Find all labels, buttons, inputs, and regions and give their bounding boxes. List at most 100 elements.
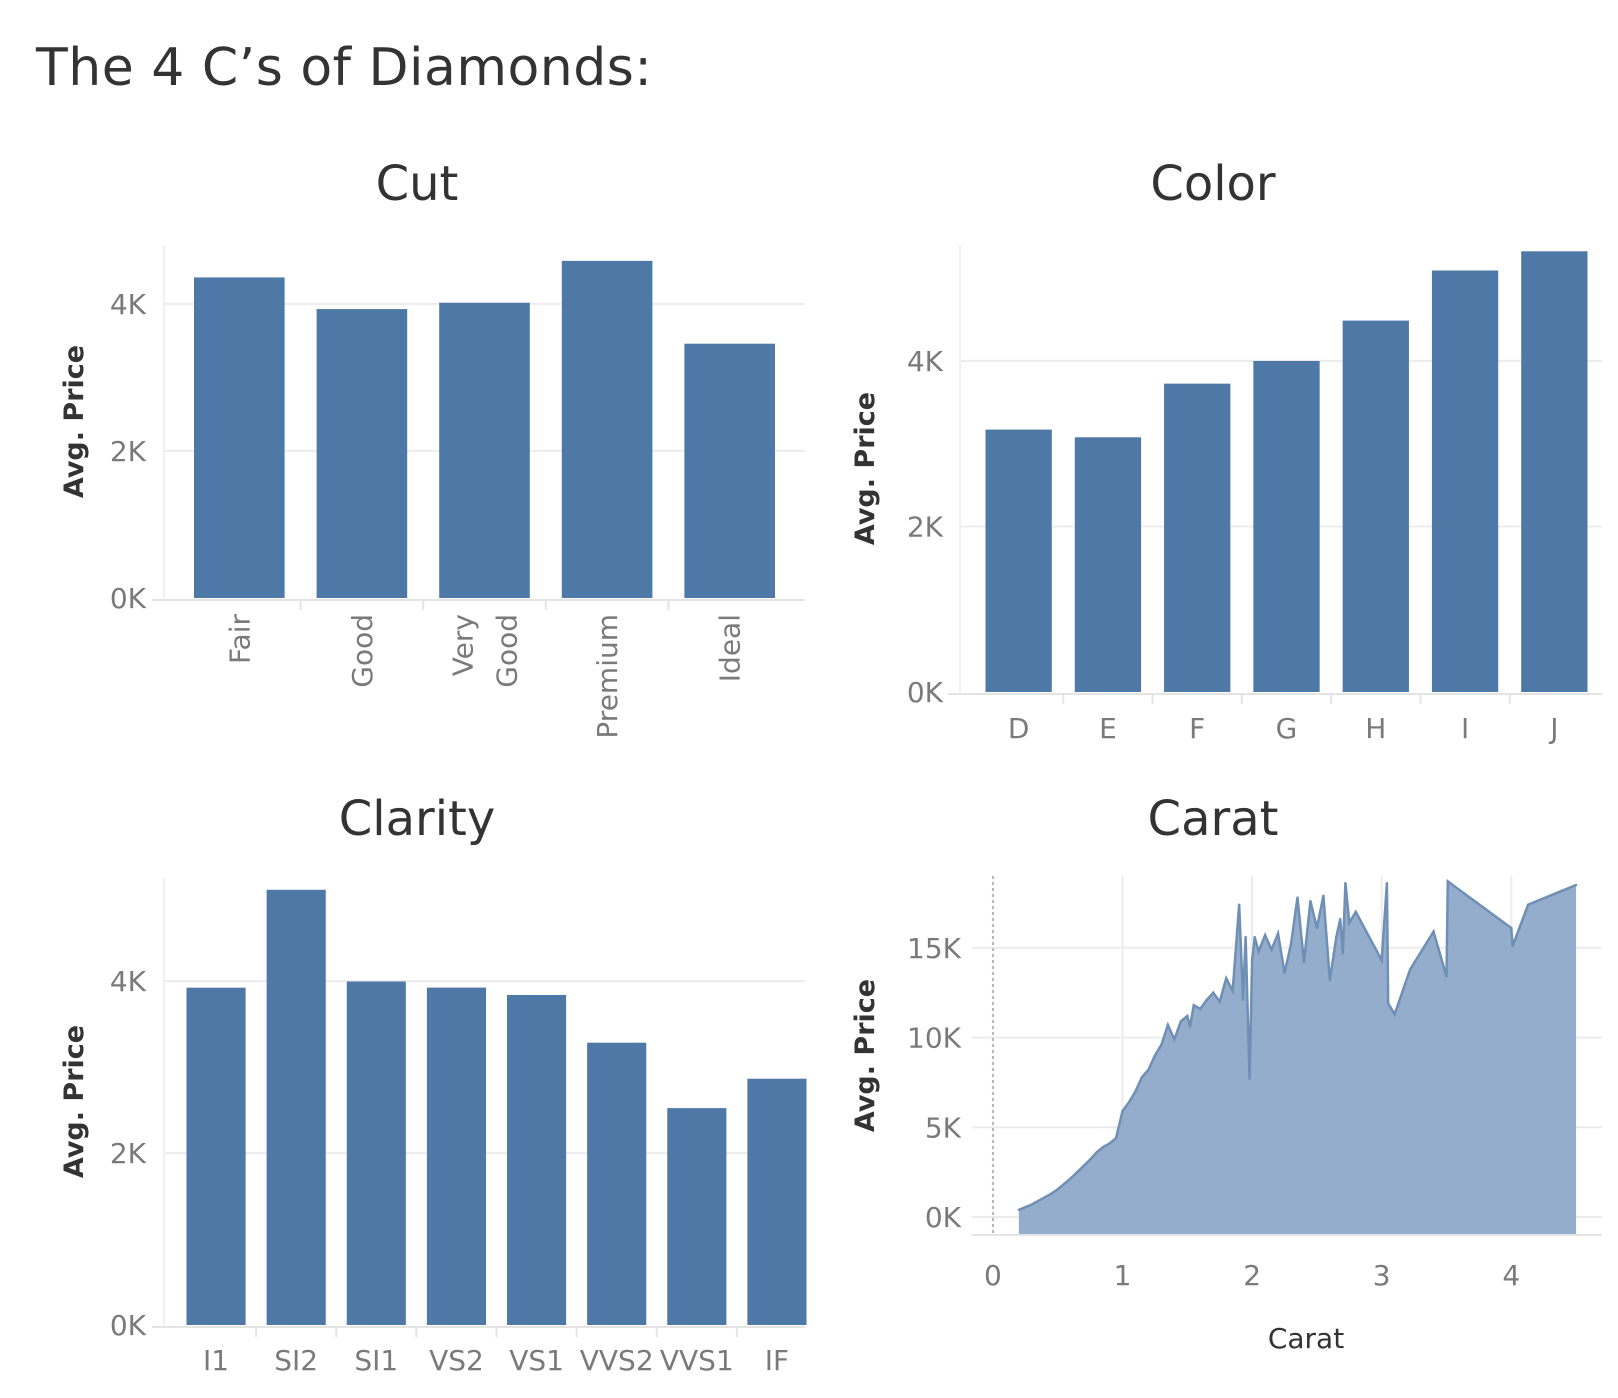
carat-point: [1186, 1014, 1189, 1018]
carat-point: [1348, 921, 1351, 924]
carat-point: [1341, 951, 1345, 955]
color-bar: [1164, 383, 1231, 692]
carat-point: [1385, 881, 1389, 885]
color-y-tick-label: 2K: [907, 510, 944, 543]
carat-y-tick-label: 10K: [907, 1022, 962, 1055]
carat-point: [1511, 944, 1514, 948]
clarity-x-tick-label: VS1: [509, 1344, 564, 1377]
carat-point: [1526, 903, 1530, 906]
carat-y-axis-label: Avg. Price: [850, 979, 881, 1132]
carat-point: [1344, 881, 1347, 885]
cut-bar: [194, 277, 285, 598]
carat-point: [1237, 903, 1241, 906]
carat-point: [1095, 1151, 1098, 1154]
carat-x-tick-label: 0: [984, 1259, 1002, 1292]
carat-point: [1510, 926, 1513, 930]
carat-point: [1446, 880, 1449, 883]
carat-point: [1386, 1002, 1390, 1005]
carat-point: [1302, 960, 1306, 964]
clarity-bar: [266, 889, 326, 1325]
color-x-tick-label: G: [1276, 712, 1298, 745]
carat-x-tick-label: 1: [1114, 1259, 1132, 1292]
carat-point: [1315, 926, 1319, 930]
carat-point: [1069, 1177, 1072, 1180]
clarity-y-axis-label: Avg. Price: [59, 1025, 90, 1178]
carat-point: [1037, 1199, 1040, 1203]
carat-point: [1218, 1000, 1221, 1003]
carat-point: [1432, 930, 1435, 933]
cut-y-tick-label: 4K: [110, 288, 147, 321]
carat-point: [1056, 1188, 1059, 1191]
cut-x-tick-label: Good: [346, 614, 379, 688]
carat-area-line: [1018, 878, 1577, 1212]
color-chart: Color 0K 2K 4K D E F G H I J: [907, 156, 1602, 745]
carat-point: [1322, 894, 1325, 897]
clarity-y-tick-label: 0K: [110, 1309, 147, 1342]
color-chart-title: Color: [1150, 156, 1276, 212]
carat-point: [1253, 935, 1256, 939]
carat-point: [1283, 971, 1286, 975]
carat-point: [1017, 1208, 1021, 1212]
carat-point: [1160, 1043, 1163, 1046]
cut-x-tick-label-line: Fair: [223, 614, 256, 664]
carat-x-tick-label: 3: [1373, 1259, 1391, 1292]
cut-chart-title: Cut: [376, 156, 459, 212]
carat-point: [1043, 1196, 1046, 1199]
carat-point: [1082, 1164, 1085, 1168]
cut-bar: [684, 343, 775, 598]
clarity-x-tick-label: IF: [765, 1344, 789, 1377]
carat-point: [1231, 989, 1234, 993]
carat-y-tick-label: 15K: [907, 932, 962, 965]
carat-point: [1445, 975, 1448, 978]
carat-point: [1121, 1109, 1124, 1113]
carat-point: [1050, 1192, 1053, 1195]
carat-point: [1328, 978, 1332, 982]
carat-point: [1166, 1023, 1170, 1027]
carat-point: [1212, 991, 1215, 994]
cut-x-tick-label: Premium: [591, 614, 624, 739]
carat-point: [1140, 1075, 1144, 1079]
clarity-x-tick-label: VS2: [429, 1344, 484, 1377]
color-bar: [1074, 437, 1142, 692]
carat-chart: Carat 0K 5K 10K 15K 0 1 2 3 4 Carat: [907, 791, 1602, 1355]
carat-x-axis-label: Carat: [1268, 1322, 1344, 1355]
cut-x-tick-label-line: Premium: [591, 614, 624, 739]
carat-x-tick-label: 2: [1243, 1259, 1261, 1292]
carat-point: [1192, 1004, 1196, 1007]
clarity-chart: Clarity 0K 2K 4K I1 SI2 SI1 VS2 VS1 VVS2 VVS1 IF: [110, 791, 807, 1377]
color-bar: [1431, 270, 1499, 692]
carat-point: [1257, 950, 1260, 953]
carat-point: [1409, 968, 1412, 971]
carat-point: [1335, 935, 1338, 939]
cut-x-tick-label: Ideal: [714, 614, 747, 682]
color-bar: [985, 429, 1052, 692]
carat-point: [1063, 1182, 1066, 1186]
carat-point: [1179, 1020, 1183, 1023]
carat-chart-title: Carat: [1148, 791, 1279, 847]
clarity-chart-title: Clarity: [339, 791, 496, 847]
cut-chart: Cut 0K 2K 4K Fair Good Very Good Premium Ideal: [110, 156, 805, 739]
carat-point: [1173, 1038, 1176, 1041]
clarity-x-tick-label: SI2: [274, 1344, 318, 1377]
clarity-bar: [667, 1108, 727, 1325]
carat-point: [1101, 1145, 1105, 1149]
carat-point: [1188, 1025, 1192, 1028]
page-title: The 4 C’s of Diamonds:: [36, 38, 653, 98]
clarity-x-tick-label: SI1: [354, 1344, 398, 1377]
carat-point: [1380, 959, 1383, 962]
carat-point: [1147, 1068, 1150, 1072]
cut-y-tick-label: 0K: [110, 582, 147, 615]
color-y-tick-label: 4K: [907, 345, 944, 378]
carat-point: [1205, 998, 1208, 1002]
carat-point: [1123, 1106, 1127, 1109]
color-x-tick-label: D: [1008, 712, 1030, 745]
carat-point: [1127, 1100, 1131, 1104]
carat-point: [1199, 1007, 1202, 1011]
clarity-bar: [426, 987, 486, 1325]
carat-area-fill: [1018, 881, 1577, 1235]
carat-point: [1248, 1077, 1251, 1081]
carat-point: [1108, 1142, 1111, 1145]
carat-point: [1574, 883, 1578, 887]
cut-x-tick-label-line: Good: [346, 614, 379, 688]
cut-bar: [439, 302, 530, 598]
